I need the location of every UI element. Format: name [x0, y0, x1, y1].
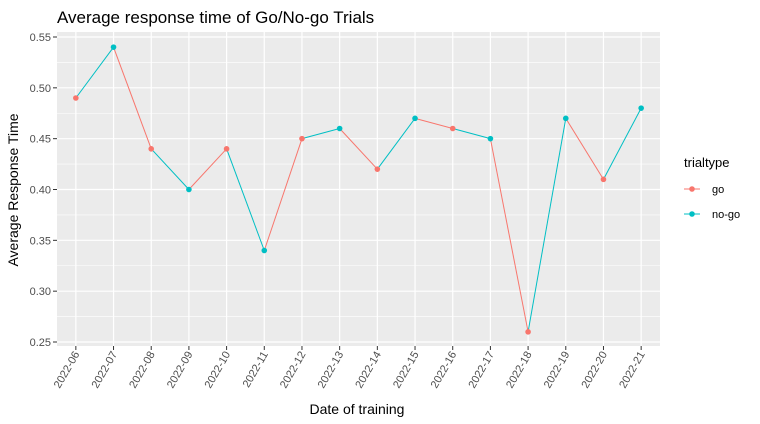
data-point-go	[299, 135, 305, 142]
y-tick-label: 0.45	[30, 134, 51, 146]
y-tick-label: 0.55	[30, 32, 51, 44]
y-tick-label: 0.25	[30, 337, 51, 349]
y-axis: 0.25 0.30 0.35 0.40 0.45 0.50 0.55	[30, 32, 57, 349]
x-tick-label: 2022-07	[90, 350, 121, 391]
y-axis-title: Average Response Time	[5, 113, 21, 266]
y-tick-label: 0.30	[30, 286, 51, 298]
data-point-no-go	[412, 115, 418, 122]
y-tick-label: 0.35	[30, 235, 51, 247]
series-segment	[565, 118, 604, 180]
x-tick-label: 2022-18	[504, 350, 535, 391]
series-segment	[301, 128, 340, 140]
data-point-go	[525, 329, 531, 335]
data-point-no-go	[261, 247, 268, 254]
data-point-go	[600, 176, 607, 183]
data-point-go	[374, 166, 381, 172]
data-point-no-go	[638, 105, 644, 111]
series-segment	[527, 118, 567, 332]
legend-label: no-go	[712, 209, 740, 221]
grid	[57, 32, 660, 346]
x-axis: 2022-06 2022-07 2022-08 2022-09 2022-10 2022-…	[52, 346, 648, 390]
data-point-no-go	[336, 125, 343, 132]
x-tick-label: 2022-09	[165, 350, 196, 391]
series-segment	[339, 128, 378, 170]
x-tick-label: 2022-17	[466, 350, 497, 391]
data-point-no-go	[487, 135, 494, 142]
x-tick-label: 2022-16	[429, 350, 460, 391]
series-segment	[188, 148, 227, 190]
x-tick-label: 2022-15	[391, 350, 422, 391]
series-segment	[414, 117, 453, 129]
series-segment	[452, 128, 491, 140]
legend-title: trialtype	[684, 155, 730, 170]
data-point-go	[73, 95, 79, 101]
x-tick-label: 2022-14	[353, 350, 384, 391]
series-segment	[489, 138, 529, 332]
x-tick-label: 2022-13	[316, 350, 347, 391]
series-points	[73, 44, 644, 335]
x-axis-title: Date of training	[310, 401, 405, 417]
legend-label: go	[712, 184, 724, 196]
x-tick-label: 2022-19	[542, 350, 573, 391]
series-segment	[113, 46, 152, 150]
x-tick-label: 2022-11	[241, 350, 271, 390]
series-segment	[75, 46, 114, 99]
x-tick-label: 2022-06	[52, 350, 83, 391]
legend: trialtype go no-go	[684, 155, 740, 221]
series-segment	[603, 107, 642, 180]
x-tick-label: 2022-20	[579, 350, 610, 391]
chart-title: Average response time of Go/No-go Trials	[57, 8, 374, 27]
series-segment	[376, 118, 416, 170]
series-segment	[263, 138, 303, 251]
series-segment	[226, 148, 265, 251]
series-segment	[150, 148, 190, 190]
data-point-no-go	[186, 186, 192, 193]
legend-key-point	[689, 211, 695, 217]
series-lines	[75, 46, 642, 332]
x-tick-label: 2022-08	[127, 350, 158, 391]
legend-key-point	[689, 186, 695, 192]
x-tick-label: 2022-21	[617, 350, 648, 391]
data-point-go	[449, 125, 456, 132]
x-tick-label: 2022-12	[278, 350, 309, 391]
y-tick-label: 0.40	[30, 185, 51, 197]
y-tick-label: 0.50	[30, 83, 51, 95]
data-point-go	[223, 146, 230, 152]
data-point-go	[148, 146, 155, 152]
x-tick-label: 2022-10	[203, 350, 234, 391]
data-point-no-go	[110, 44, 117, 50]
data-point-no-go	[562, 115, 569, 122]
